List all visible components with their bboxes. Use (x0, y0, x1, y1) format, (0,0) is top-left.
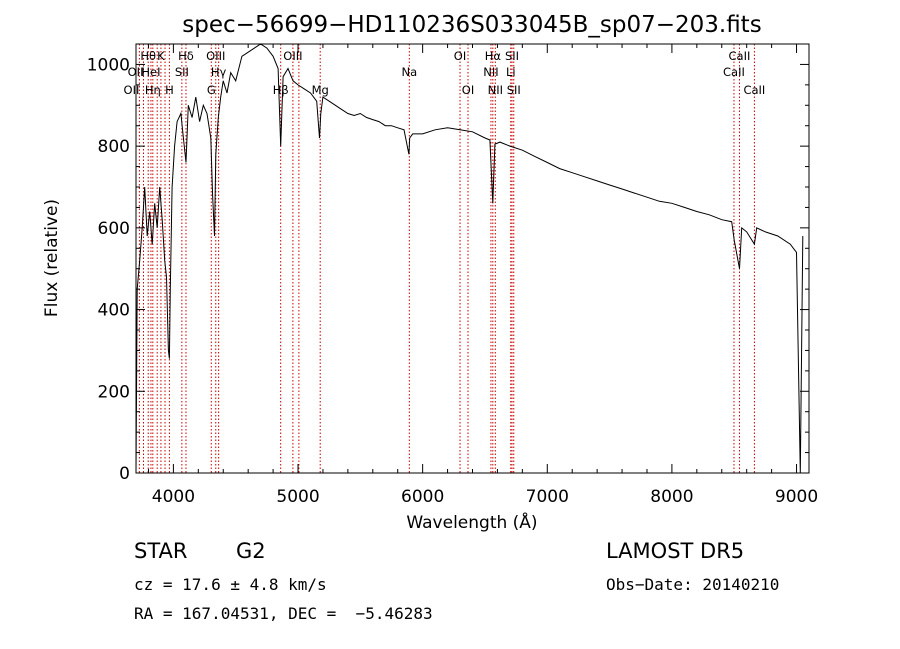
spectral-line-label: Hα (485, 49, 502, 63)
spectral-line-label: HeI (141, 65, 160, 79)
spectral-line-label: OII (124, 83, 140, 97)
y-tick-label: 200 (98, 382, 130, 402)
spectral-line-label: Hδ (178, 49, 194, 63)
spectral-line-label: OIII (283, 49, 302, 63)
chart-title: spec−56699−HD110236S033045B_sp07−203.fit… (182, 12, 761, 38)
spectral-line-label: Hγ (211, 65, 227, 79)
spectral-line-label: SII (507, 83, 521, 97)
spectral-line-label: SII (175, 65, 189, 79)
spectral-line-label: Hθ (140, 49, 156, 63)
spectrum-series-line (135, 43, 804, 474)
y-axis-label: Flux (relative) (42, 199, 62, 317)
spectral-line-label: Hη (145, 83, 161, 97)
spectral-line-label: K (157, 49, 165, 63)
x-tick-label: 5000 (276, 487, 319, 507)
spectral-line-label: NII (488, 83, 503, 97)
spectral-line-label: OI (462, 83, 474, 97)
object-class: STAR (134, 539, 188, 563)
ra-dec-coordinates: RA = 167.04531, DEC = −5.46283 (134, 604, 433, 623)
spectral-line-markers (138, 44, 755, 473)
plot-frame (135, 43, 810, 474)
y-axis-ticks: 0 200 400 600 800 1000 (87, 43, 809, 484)
spectral-line-label: Na (401, 65, 417, 79)
x-tick-label: 7000 (526, 487, 569, 507)
spectral-line-label: CaII (723, 65, 745, 79)
y-tick-label: 600 (98, 219, 130, 239)
x-tick-label: 9000 (775, 487, 818, 507)
spectral-line-label: OIII (206, 49, 225, 63)
y-tick-label: 1000 (87, 55, 130, 75)
x-tick-label: 6000 (401, 487, 444, 507)
x-tick-label: 8000 (650, 487, 693, 507)
object-subclass: G2 (236, 539, 266, 563)
y-tick-label: 0 (119, 464, 130, 484)
y-tick-label: 400 (98, 301, 130, 321)
spectral-line-label: NII (483, 65, 498, 79)
x-axis-label: Wavelength (Å) (406, 511, 537, 533)
spectral-line-label: OI (454, 49, 466, 63)
spectral-line-label: Li (506, 65, 516, 79)
spectral-line-label: CaII (729, 49, 751, 63)
spectral-line-label: G (207, 83, 216, 97)
x-axis-ticks: 4000 5000 6000 7000 8000 9000 (147, 44, 818, 507)
spectral-line-label: CaII (743, 83, 765, 97)
spectral-line-label: SII (505, 49, 519, 63)
spectral-line-label: H (165, 83, 174, 97)
spectral-line-labels: OIIOIIHθHeIHηKHSIIHδGOIIIHγHβOIIIMgNaOIO… (124, 49, 766, 97)
survey-name: LAMOST DR5 (606, 539, 745, 563)
observation-date: Obs−Date: 20140210 (606, 575, 780, 594)
x-tick-label: 4000 (152, 487, 195, 507)
spectral-line-label: Hβ (273, 83, 289, 97)
spectral-line-label: Mg (312, 83, 329, 97)
y-tick-label: 800 (98, 137, 130, 157)
redshift-cz: cz = 17.6 ± 4.8 km/s (134, 575, 327, 594)
